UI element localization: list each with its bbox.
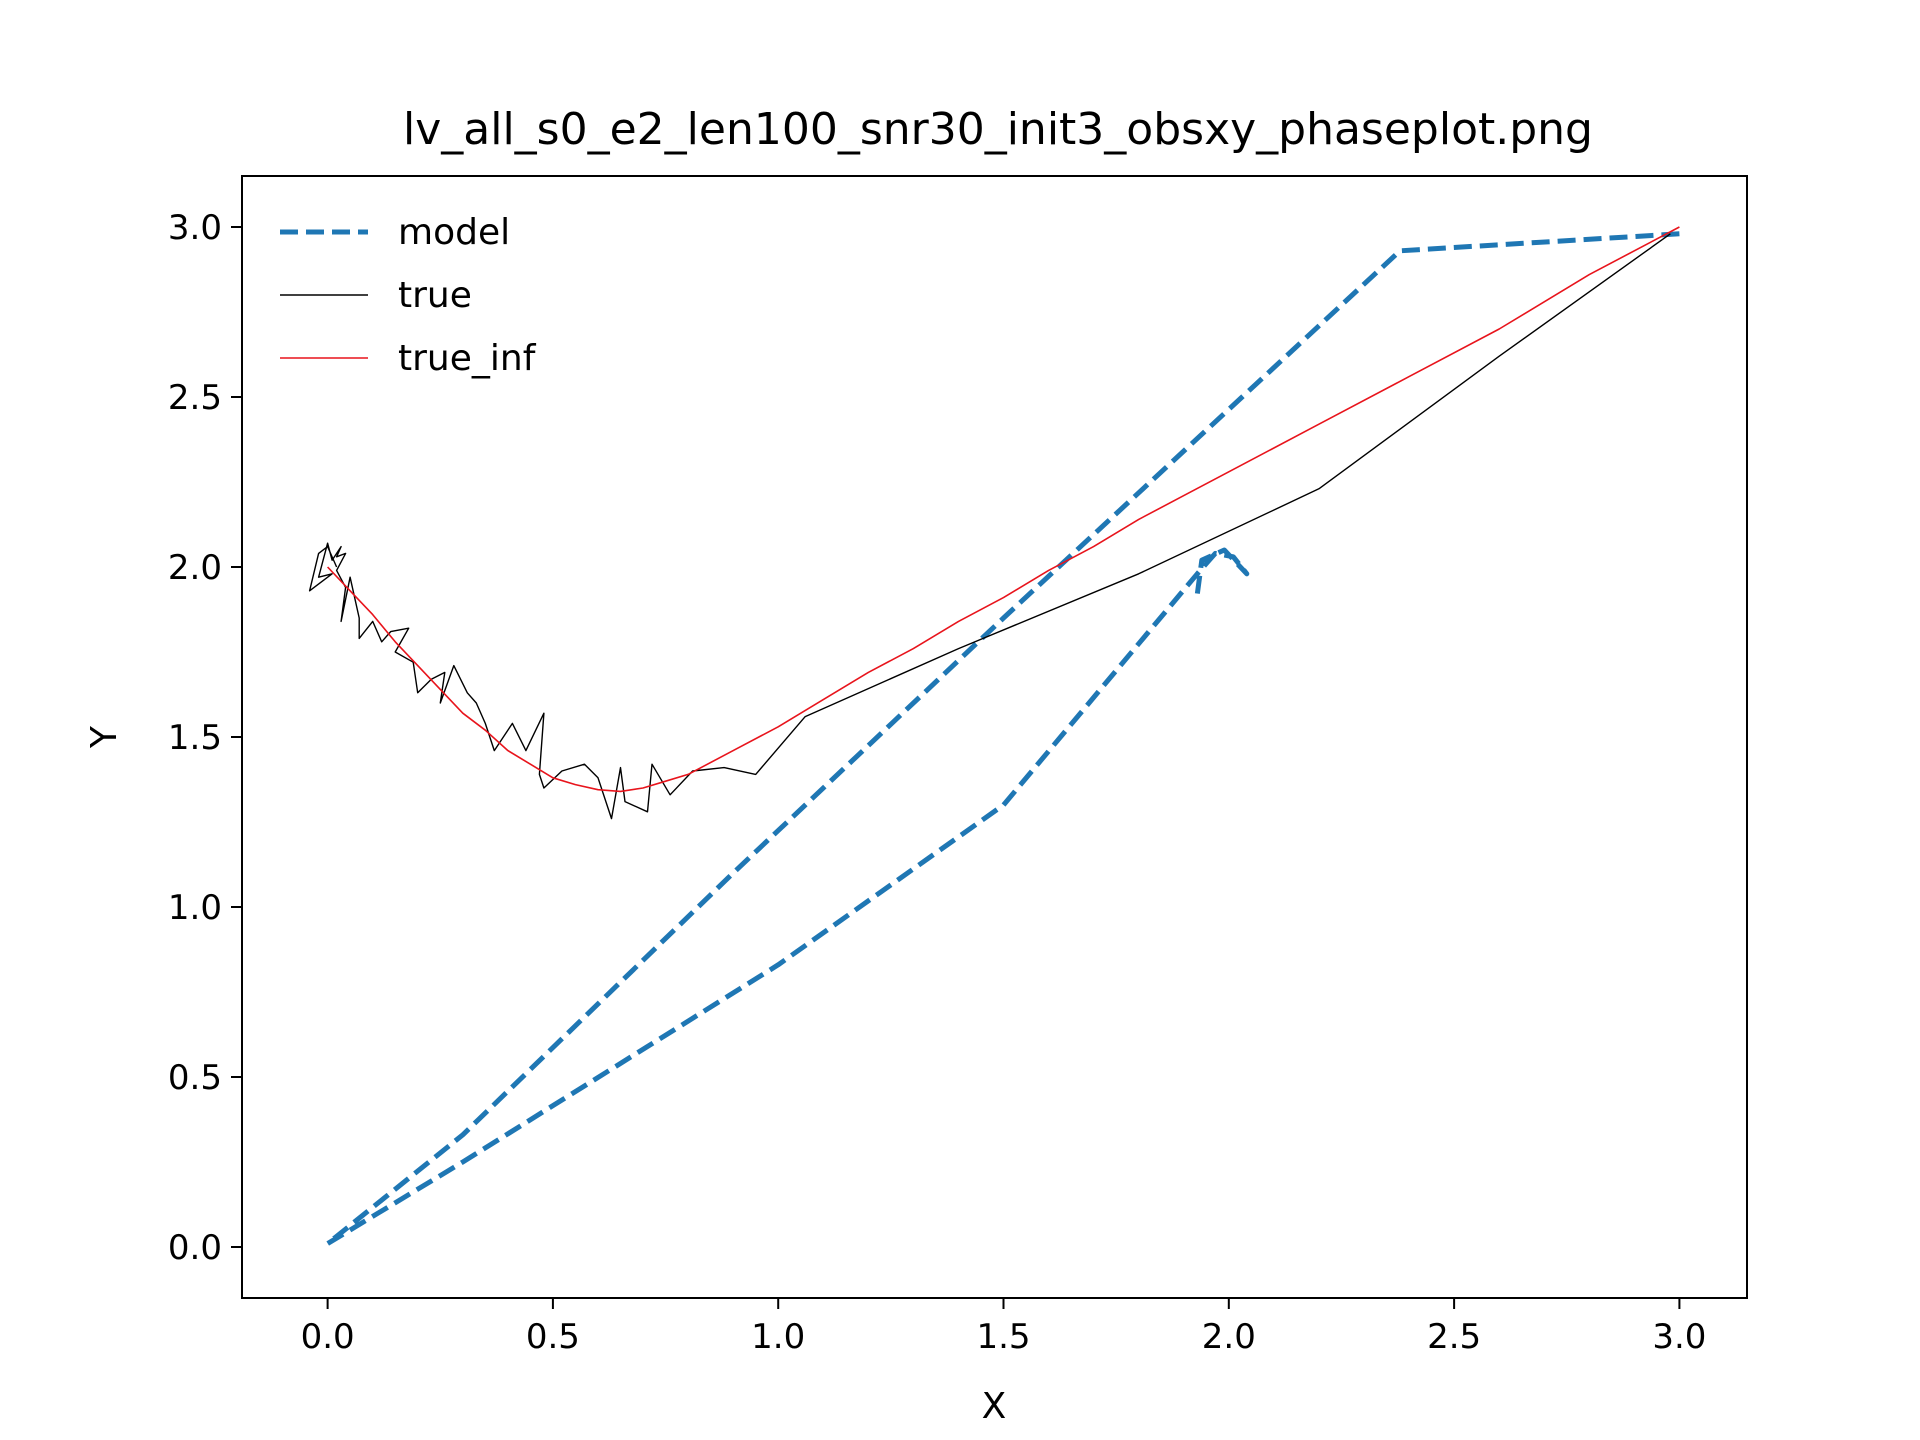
y-tick-label: 3.0 (168, 208, 222, 248)
legend-label: true_inf (398, 338, 537, 379)
x-tick-label: 1.0 (751, 1317, 805, 1357)
y-tick-label: 0.0 (168, 1228, 222, 1268)
legend-label: true (398, 275, 472, 316)
x-tick-label: 0.5 (526, 1317, 580, 1357)
x-tick-label: 3.0 (1652, 1317, 1706, 1357)
x-tick-label: 2.5 (1427, 1317, 1481, 1357)
y-axis-label: Y (84, 725, 125, 749)
y-tick-label: 2.0 (168, 548, 222, 588)
series-layer (308, 226, 1680, 1247)
series-line-true-inf (327, 226, 1680, 793)
x-axis-label: X (982, 1386, 1007, 1427)
chart-title: lv_all_s0_e2_len100_snr30_init3_obsxy_ph… (403, 104, 1593, 155)
series-line-model (325, 231, 1680, 1247)
legend: model true true_inf (280, 212, 537, 379)
x-tick-label: 1.5 (976, 1317, 1030, 1357)
y-tick-label: 2.5 (168, 378, 222, 418)
y-tick-label: 1.0 (168, 888, 222, 928)
y-tick-label: 1.5 (168, 718, 222, 758)
y-axis: 0.0 0.5 1.0 1.5 2.0 2.5 3.0 (168, 208, 242, 1268)
x-axis: 0.0 0.5 1.0 1.5 2.0 2.5 3.0 (301, 1298, 1706, 1357)
y-tick-label: 0.5 (168, 1058, 222, 1098)
x-tick-label: 0.0 (301, 1317, 355, 1357)
x-tick-label: 2.0 (1202, 1317, 1256, 1357)
series-line-true (308, 233, 1671, 820)
legend-label: model (398, 212, 510, 253)
